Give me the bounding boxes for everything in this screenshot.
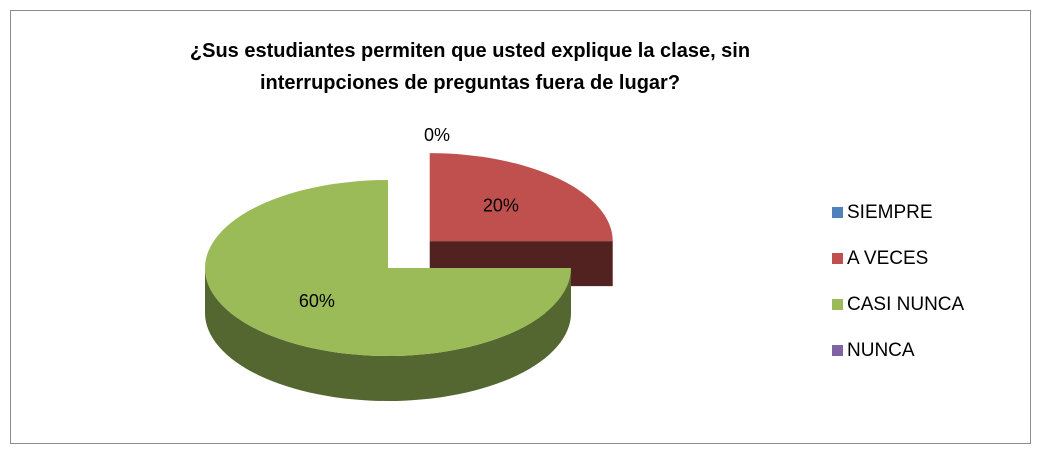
legend-swatch	[832, 253, 843, 264]
chart-title: ¿Sus estudiantes permiten que usted expl…	[190, 40, 750, 94]
data-label: 60%	[299, 291, 335, 311]
data-label: 0%	[424, 125, 450, 145]
title-line: ¿Sus estudiantes permiten que usted expl…	[190, 40, 750, 62]
slice	[429, 153, 613, 242]
legend-swatch	[832, 299, 843, 310]
legend-label: SIEMPRE	[847, 202, 933, 223]
slices	[205, 153, 613, 401]
title-line: interrupciones de preguntas fuera de lug…	[260, 72, 680, 94]
legend-label: CASI NUNCA	[847, 294, 965, 315]
slice-wall	[205, 268, 571, 401]
legend-label: NUNCA	[847, 340, 915, 361]
data-label: 20%	[483, 196, 519, 216]
slice	[205, 180, 571, 356]
legend-swatch	[832, 345, 843, 356]
legend-label: A VECES	[847, 248, 928, 269]
legend-swatch	[832, 207, 843, 218]
